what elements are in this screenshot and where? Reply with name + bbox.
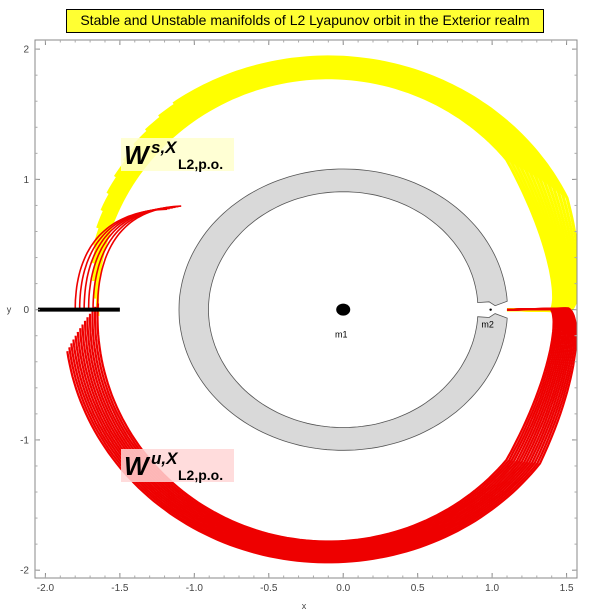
x-tick-label: -0.5 bbox=[260, 583, 278, 594]
unstable-manifold-label-bg bbox=[121, 449, 234, 482]
stable-manifold-curve bbox=[106, 65, 568, 313]
unstable-manifold-curve bbox=[83, 307, 564, 551]
stable-manifold-curve bbox=[172, 55, 577, 313]
y-tick-label: 2 bbox=[23, 45, 29, 56]
stable-manifold-curve bbox=[113, 63, 570, 313]
chart-title: Stable and Unstable manifolds of L2 Lyap… bbox=[66, 9, 544, 33]
stable-manifold-curve bbox=[96, 68, 564, 313]
m1-label: m1 bbox=[335, 330, 348, 340]
unstable-manifold-label-sub: L2,p.o. bbox=[178, 467, 223, 483]
axes: -2.0 -1.5 -1.0 -0.5 0.0 0.5 1.0 1.5 -2 -1 0 1 2 x y bbox=[7, 39, 578, 611]
x-tick-label: 0.5 bbox=[411, 583, 425, 594]
stable-manifold-label-sub: L2,p.o. bbox=[178, 156, 223, 172]
x-tick-label: 1.5 bbox=[560, 583, 574, 594]
unstable-manifold-curve bbox=[91, 307, 558, 546]
unstable-manifold-curve bbox=[88, 307, 560, 548]
m1-body-marker bbox=[336, 303, 351, 316]
unstable-manifold-label-main: W bbox=[124, 451, 151, 481]
x-tick-label: -1.5 bbox=[111, 583, 129, 594]
unstable-manifold-curve bbox=[74, 208, 168, 310]
stable-manifold-label-main: W bbox=[124, 140, 151, 170]
stable-manifold-curve bbox=[95, 76, 556, 316]
m2-label: m2 bbox=[481, 320, 494, 330]
m2-body-marker bbox=[489, 308, 492, 311]
unstable-manifold-curve bbox=[96, 303, 555, 543]
x-tick-label: 0.0 bbox=[336, 583, 350, 594]
unstable-manifold-curve bbox=[81, 307, 565, 553]
x-axis-label: x bbox=[302, 601, 307, 611]
unstable-manifold-label-sup: u,X bbox=[151, 449, 179, 468]
stable-manifold-curve bbox=[122, 61, 572, 313]
stable-manifold-curve bbox=[144, 58, 576, 313]
y-axis-label: y bbox=[7, 305, 12, 315]
unstable-manifold-curve bbox=[93, 306, 557, 545]
y-tick-label: -2 bbox=[20, 566, 29, 577]
y-tick-label: 1 bbox=[23, 175, 29, 186]
stable-manifold-curve bbox=[100, 66, 566, 313]
forbidden-region bbox=[178, 168, 508, 451]
stable-manifold-label-bg bbox=[121, 138, 234, 171]
stable-manifold-curve bbox=[158, 56, 577, 313]
x-tick-label: -1.0 bbox=[186, 583, 204, 594]
y-tick-label: 0 bbox=[23, 305, 29, 316]
plot-frame bbox=[34, 39, 578, 579]
stable-manifold-curve bbox=[93, 74, 557, 312]
y-tick-label: -1 bbox=[20, 435, 29, 446]
x-tick-label: -2.0 bbox=[37, 583, 55, 594]
x-tick-label: 1.0 bbox=[485, 583, 499, 594]
stable-manifold-curve bbox=[133, 60, 574, 313]
unstable-manifold-curve bbox=[79, 307, 567, 554]
unstable-manifold-curve bbox=[86, 307, 562, 549]
stable-manifold-label-sup: s,X bbox=[151, 138, 178, 157]
